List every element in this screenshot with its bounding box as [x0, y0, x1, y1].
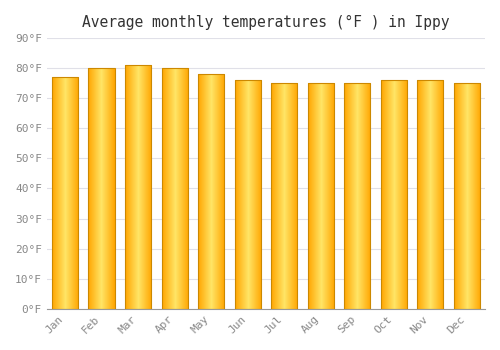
Bar: [454, 83, 480, 309]
Bar: [344, 83, 370, 309]
Bar: [88, 68, 115, 309]
Bar: [234, 80, 261, 309]
Bar: [271, 83, 297, 309]
Bar: [380, 80, 407, 309]
Bar: [417, 80, 444, 309]
Title: Average monthly temperatures (°F ) in Ippy: Average monthly temperatures (°F ) in Ip…: [82, 15, 450, 30]
Bar: [308, 83, 334, 309]
Bar: [125, 65, 152, 309]
Bar: [162, 68, 188, 309]
Bar: [52, 77, 78, 309]
Bar: [198, 74, 224, 309]
